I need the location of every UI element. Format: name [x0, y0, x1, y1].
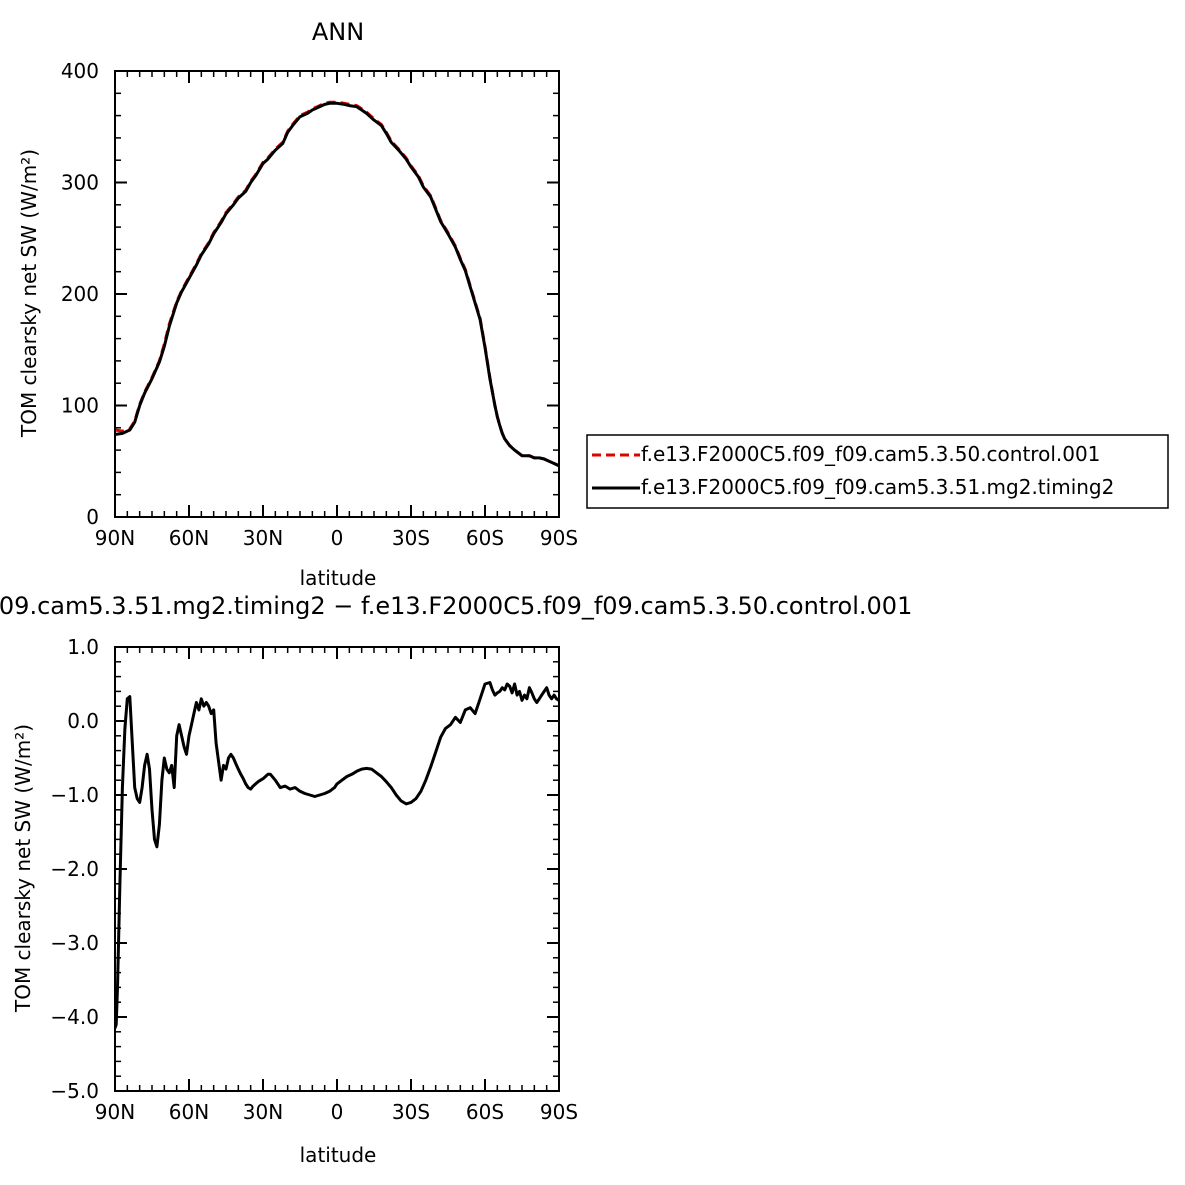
- bottom-series-line-0: [115, 681, 559, 1029]
- bottom-x-tick-label: 60S: [466, 1100, 504, 1124]
- bottom-y-tick-label: −4.0: [50, 1005, 99, 1029]
- top-x-tick-label: 30N: [243, 526, 283, 550]
- legend-label-control: f.e13.F2000C5.f09_f09.cam5.3.50.control.…: [641, 442, 1100, 466]
- top-x-tick-label: 90S: [540, 526, 578, 550]
- legend-box: [586, 434, 1169, 509]
- bottom-x-tick-label: 30S: [392, 1100, 430, 1124]
- bottom-plot-frame: [114, 646, 560, 1092]
- top-panel: ANN 90N 60N 30N 0 30S 60S 90S 0 100 200 300 400 lat…: [17, 18, 1169, 590]
- top-series-line-1: [115, 101, 559, 468]
- bottom-y-tick-label: 0.0: [67, 709, 99, 733]
- bottom-x-tick-label: 90S: [540, 1100, 578, 1124]
- bottom-y-tick-label: −5.0: [50, 1079, 99, 1103]
- top-y-tick-label: 200: [61, 282, 99, 306]
- bottom-x-tick-label: 90N: [95, 1100, 135, 1124]
- top-x-tick-label: 30S: [392, 526, 430, 550]
- top-x-tick-label: 60N: [169, 526, 209, 550]
- top-y-tick-label: 100: [61, 394, 99, 418]
- bottom-plot-area: 90N 60N 30N 0 30S 60S 90S 1.0 0.0 −1.0 −2.0 −3.0 −4.…: [50, 635, 578, 1124]
- bottom-y-tick-label: 1.0: [67, 635, 99, 659]
- top-x-tick-label: 0: [331, 526, 344, 550]
- top-y-tick-label: 300: [61, 171, 99, 195]
- bottom-x-axis-label: latitude: [300, 1143, 377, 1167]
- top-x-tick-label: 90N: [95, 526, 135, 550]
- top-x-tick-label: 60S: [466, 526, 504, 550]
- bottom-x-tick-label: 30N: [243, 1100, 283, 1124]
- bottom-x-tick-label: 0: [331, 1100, 344, 1124]
- bottom-y-tick-label: −1.0: [50, 783, 99, 807]
- top-series-line-0: [115, 100, 559, 468]
- top-y-axis-label: TOM clearsky net SW (W/m²): [17, 149, 41, 438]
- top-x-axis-label: latitude: [300, 566, 377, 590]
- legend: f.e13.F2000C5.f09_f09.cam5.3.50.control.…: [586, 434, 1169, 509]
- bottom-y-axis-label: TOM clearsky net SW (W/m²): [11, 724, 35, 1013]
- top-plot-area: 90N 60N 30N 0 30S 60S 90S 0 100 200 300 400: [61, 59, 578, 550]
- top-y-tick-label: 400: [61, 59, 99, 83]
- top-panel-title: ANN: [312, 18, 364, 46]
- legend-label-timing2: f.e13.F2000C5.f09_f09.cam5.3.51.mg2.timi…: [641, 475, 1114, 499]
- bottom-x-tick-label: 60N: [169, 1100, 209, 1124]
- bottom-y-tick-label: −3.0: [50, 931, 99, 955]
- top-y-tick-label: 0: [86, 505, 99, 529]
- bottom-panel: f.e13.F2000C5.f09_f09.cam5.3.51.mg2.timi…: [0, 592, 912, 1167]
- bottom-y-tick-label: −2.0: [50, 857, 99, 881]
- bottom-panel-title: f.e13.F2000C5.f09_f09.cam5.3.51.mg2.timi…: [0, 592, 912, 620]
